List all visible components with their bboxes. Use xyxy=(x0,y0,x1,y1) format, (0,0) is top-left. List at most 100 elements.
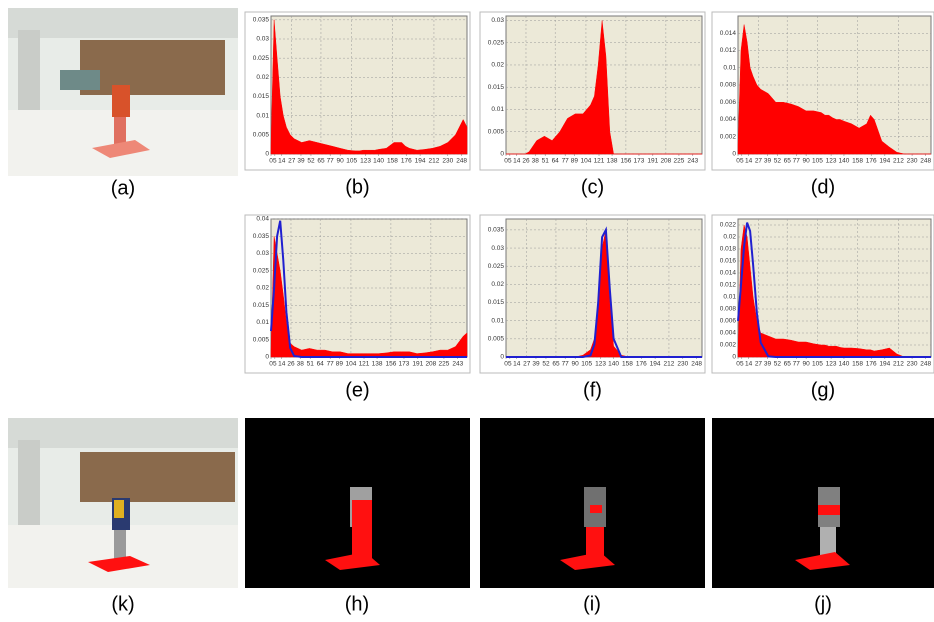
y-tick-label: 0.03 xyxy=(491,17,504,24)
y-tick-label: 0.02 xyxy=(256,285,269,292)
x-tick-label: 89 xyxy=(571,158,579,165)
x-tick-label: 230 xyxy=(677,361,688,368)
y-tick-label: 0.004 xyxy=(720,116,737,123)
x-tick-label: 212 xyxy=(893,158,904,165)
fit-line xyxy=(737,222,931,358)
x-tick-label: 89 xyxy=(336,361,344,368)
x-tick-label: 105 xyxy=(346,158,357,165)
x-tick-label: 14 xyxy=(278,361,286,368)
x-tick-label: 248 xyxy=(920,361,931,368)
x-tick-label: 52 xyxy=(774,158,782,165)
x-tick-label: 77 xyxy=(562,361,570,368)
photo-k xyxy=(8,418,238,588)
x-tick-label: 5 xyxy=(740,361,744,368)
x-tick-label: 138 xyxy=(607,158,618,165)
y-tick-label: 0.01 xyxy=(723,64,736,71)
y-tick-label: 0.016 xyxy=(720,258,737,265)
x-tick-label: 90 xyxy=(572,361,580,368)
x-tick-label: 39 xyxy=(532,361,540,368)
y-tick-label: 0.005 xyxy=(488,336,505,343)
x-tick-label: 212 xyxy=(893,361,904,368)
histogram-chart: 0 0.005 0.01 0.015 0.02 0.025 0.03 0.035 0 5 14 27 3… xyxy=(479,214,706,401)
plot-area xyxy=(270,15,468,155)
x-tick-label: 0 xyxy=(504,158,508,165)
caption: (b) xyxy=(345,176,369,198)
x-tick-label: 0 xyxy=(736,361,740,368)
y-tick-label: 0.01 xyxy=(723,294,736,301)
x-tick-label: 52 xyxy=(307,158,315,165)
photo-a xyxy=(8,8,238,176)
y-tick-label: 0 xyxy=(732,151,736,158)
x-tick-label: 191 xyxy=(412,361,423,368)
y-tick-label: 0.01 xyxy=(491,317,504,324)
x-tick-label: 158 xyxy=(622,361,633,368)
x-tick-label: 14 xyxy=(745,361,753,368)
x-tick-label: 105 xyxy=(581,361,592,368)
caption: (e) xyxy=(345,379,369,401)
y-tick-label: 0.012 xyxy=(720,47,737,54)
x-tick-label: 225 xyxy=(439,361,450,368)
x-tick-label: 38 xyxy=(532,158,540,165)
x-tick-label: 156 xyxy=(620,158,631,165)
mask-i xyxy=(480,418,705,588)
caption: (h) xyxy=(345,593,369,615)
x-tick-label: 212 xyxy=(429,158,440,165)
x-tick-label: 65 xyxy=(317,158,325,165)
histogram-area xyxy=(270,19,468,155)
mask-j xyxy=(712,418,934,588)
x-tick-label: 176 xyxy=(401,158,412,165)
y-tick-label: 0.014 xyxy=(720,30,737,37)
histogram-chart: 0 0.005 0.01 0.015 0.02 0.025 0.03 0 5 14 26 38 51 64… xyxy=(479,11,706,198)
x-tick-label: 123 xyxy=(360,158,371,165)
x-tick-label: 39 xyxy=(764,158,772,165)
y-tick-label: 0.025 xyxy=(253,267,270,274)
x-tick-label: 121 xyxy=(594,158,605,165)
y-tick-label: 0.002 xyxy=(720,342,737,349)
x-tick-label: 138 xyxy=(372,361,383,368)
y-tick-label: 0.035 xyxy=(253,17,270,24)
x-tick-label: 194 xyxy=(415,158,426,165)
x-tick-label: 27 xyxy=(755,361,763,368)
x-tick-label: 208 xyxy=(660,158,671,165)
x-tick-label: 212 xyxy=(664,361,675,368)
x-tick-label: 194 xyxy=(879,158,890,165)
y-tick-label: 0.015 xyxy=(253,93,270,100)
x-tick-label: 64 xyxy=(552,158,560,165)
y-tick-label: 0.014 xyxy=(720,270,737,277)
x-tick-label: 52 xyxy=(542,361,550,368)
x-tick-label: 105 xyxy=(812,361,823,368)
x-tick-label: 5 xyxy=(508,158,512,165)
x-tick-label: 90 xyxy=(803,361,811,368)
y-tick-label: 0 xyxy=(500,151,504,158)
y-tick-label: 0.008 xyxy=(720,82,737,89)
x-tick-label: 225 xyxy=(674,158,685,165)
x-tick-label: 123 xyxy=(826,361,837,368)
x-tick-label: 208 xyxy=(425,361,436,368)
x-tick-label: 104 xyxy=(581,158,592,165)
x-tick-label: 123 xyxy=(595,361,606,368)
x-tick-label: 104 xyxy=(346,361,357,368)
x-tick-label: 27 xyxy=(288,158,296,165)
x-tick-label: 26 xyxy=(522,158,530,165)
y-tick-label: 0.015 xyxy=(488,299,505,306)
y-tick-label: 0.012 xyxy=(720,282,737,289)
x-tick-label: 0 xyxy=(269,361,273,368)
y-tick-label: 0.02 xyxy=(491,62,504,69)
x-tick-label: 39 xyxy=(764,361,772,368)
histogram-area xyxy=(737,24,931,155)
y-tick-label: 0.005 xyxy=(253,336,270,343)
y-tick-label: 0.015 xyxy=(253,302,270,309)
y-tick-label: 0 xyxy=(732,354,736,361)
caption: (k) xyxy=(111,593,134,615)
y-tick-label: 0.006 xyxy=(720,99,737,106)
x-tick-label: 158 xyxy=(387,158,398,165)
y-tick-label: 0.01 xyxy=(491,106,504,113)
x-tick-label: 77 xyxy=(793,361,801,368)
x-tick-label: 39 xyxy=(297,158,305,165)
y-tick-label: 0.004 xyxy=(720,330,737,337)
x-tick-label: 14 xyxy=(513,361,521,368)
y-tick-label: 0.025 xyxy=(253,55,270,62)
y-tick-label: 0.025 xyxy=(488,39,505,46)
